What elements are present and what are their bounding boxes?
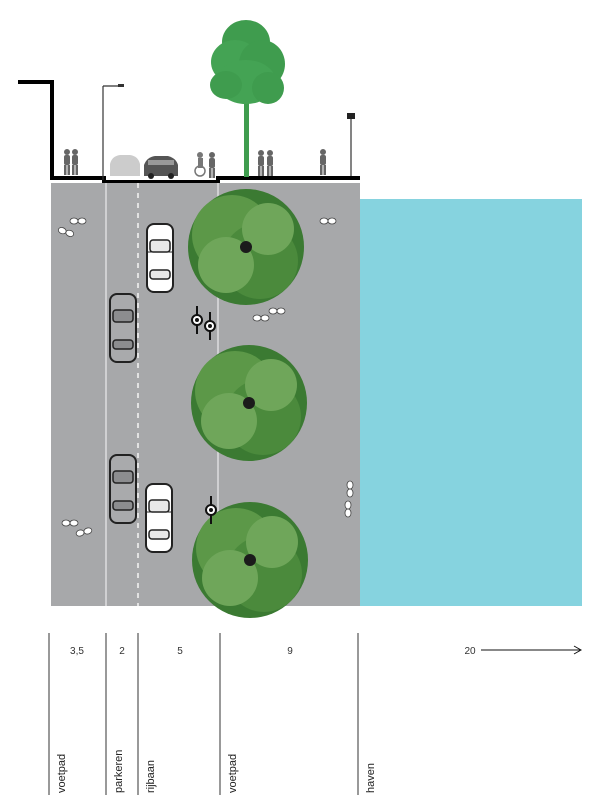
pedestrian-icon xyxy=(209,152,215,178)
cross-section-elevation xyxy=(18,20,360,184)
tree-icon xyxy=(191,345,307,461)
tree-icon xyxy=(210,20,285,177)
zone-width: 5 xyxy=(177,646,183,657)
zone-label: parkeren xyxy=(113,750,125,793)
car-icon xyxy=(109,454,137,524)
car-icon xyxy=(144,156,178,179)
dimension-strip: 3,5 2 5 9 20 voetpad parkeren rijbaan vo… xyxy=(48,633,583,795)
car-icon xyxy=(109,293,137,363)
zone-width: 20 xyxy=(464,646,476,657)
pedestrian-icon xyxy=(72,149,78,175)
zone-width: 9 xyxy=(287,646,293,657)
building-facade-line xyxy=(18,80,360,184)
zone-label: voetpad xyxy=(227,754,239,793)
plan-view xyxy=(51,183,582,618)
pedestrian-icon xyxy=(258,150,264,176)
zone-width: 3,5 xyxy=(70,646,84,657)
streetlight-icon xyxy=(102,84,124,180)
harbour-water xyxy=(360,199,582,606)
car-icon xyxy=(110,155,140,176)
tree-icon xyxy=(192,502,308,618)
zone-label: rijbaan xyxy=(145,760,157,793)
zone-label: voetpad xyxy=(56,754,68,793)
tree-icon xyxy=(188,189,304,305)
zone-label: haven xyxy=(365,763,377,793)
pedestrian-icon xyxy=(64,149,70,175)
car-icon xyxy=(146,223,174,293)
zone-width: 2 xyxy=(119,646,125,657)
car-icon xyxy=(145,483,173,553)
arrow-right-icon xyxy=(481,645,583,655)
streetlight-icon xyxy=(347,113,355,176)
cyclist-icon xyxy=(194,152,206,177)
pedestrian-icon xyxy=(267,150,273,176)
pedestrian-icon xyxy=(320,149,326,175)
